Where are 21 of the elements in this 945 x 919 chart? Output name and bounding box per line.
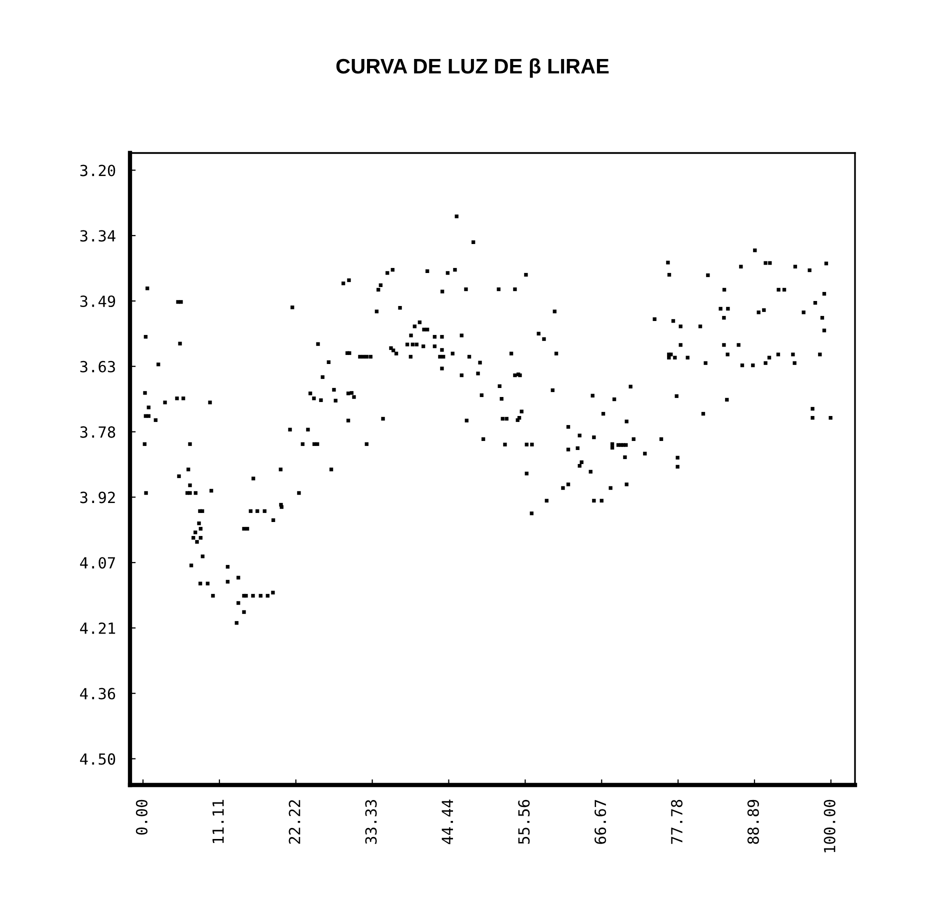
- y-tick-label: 3.92: [80, 492, 115, 504]
- x-tick-label: 55.56: [518, 800, 530, 844]
- chart-title: CURVA DE LUZ DE β LIRAE: [336, 58, 609, 78]
- y-tick-label: 3.20: [80, 164, 116, 176]
- x-tick-label: 44.44: [442, 800, 453, 844]
- y-tick-label: 3.63: [80, 360, 115, 372]
- y-tick-label: 3.78: [80, 426, 116, 438]
- x-tick-label: 66.67: [594, 800, 606, 844]
- y-tick-label: 4.07: [80, 557, 115, 569]
- y-tick-label: 4.21: [80, 622, 116, 634]
- x-tick-label: 77.78: [670, 800, 683, 844]
- x-tick-label: 11.11: [212, 800, 224, 844]
- x-tick-label: 88.89: [747, 800, 759, 844]
- y-tick-label: 3.34: [80, 230, 116, 242]
- x-tick-label: 0.00: [136, 800, 148, 835]
- x-tick-label: 22.22: [288, 800, 300, 844]
- x-tick-label: 33.33: [365, 800, 377, 844]
- y-tick-label: 3.49: [80, 296, 116, 308]
- x-tick-label: 100.00: [824, 800, 836, 852]
- y-tick-label: 4.50: [80, 753, 116, 765]
- y-tick-label: 4.36: [80, 688, 116, 700]
